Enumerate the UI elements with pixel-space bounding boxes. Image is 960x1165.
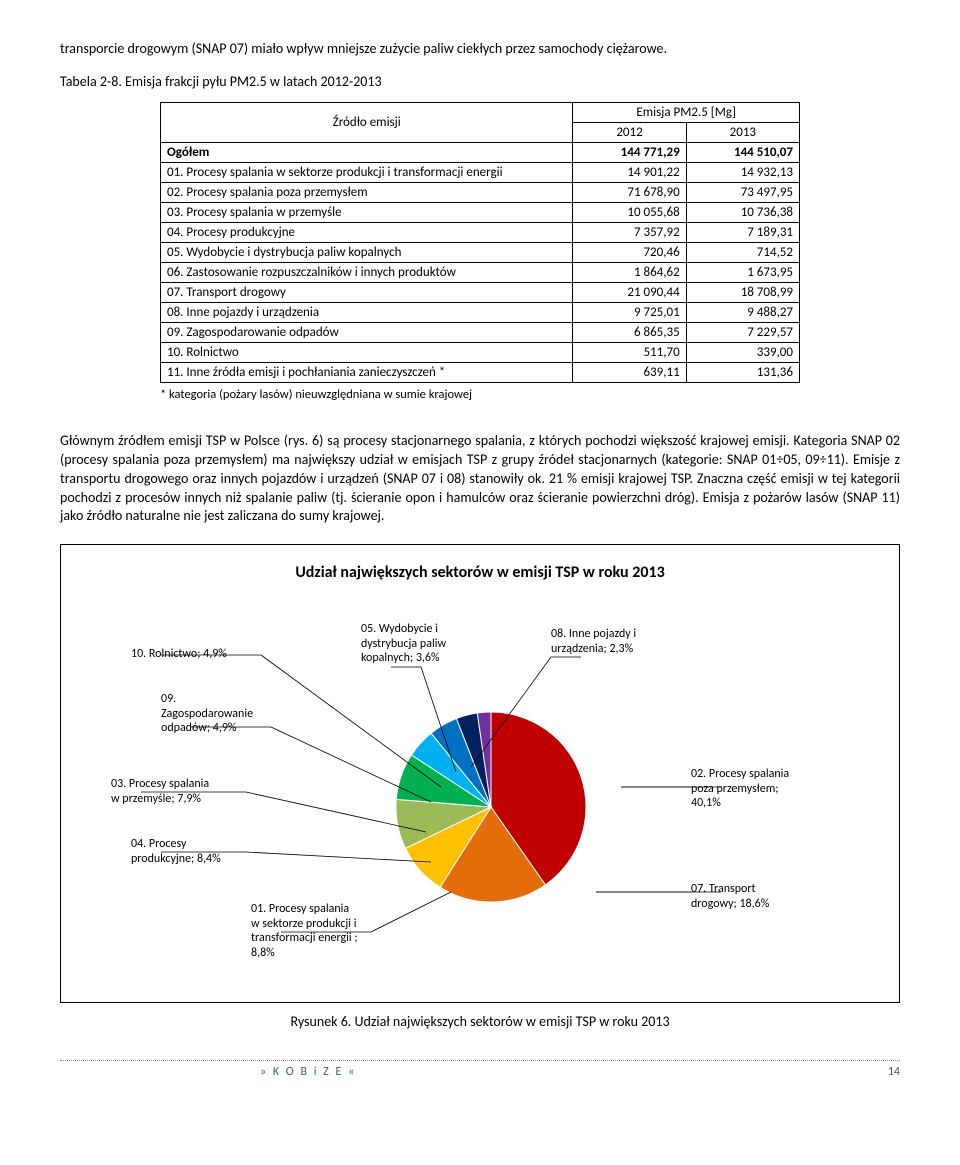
table-row: 06. Zastosowanie rozpuszczalników i inny…: [161, 262, 800, 282]
table-row: 05. Wydobycie i dystrybucja paliw kopaln…: [161, 242, 800, 262]
chart-label: 01. Procesy spalaniaw sektorze produkcji…: [251, 902, 401, 960]
table-row: 04. Procesy produkcyjne7 357,927 189,31: [161, 222, 800, 242]
chart-label: 04. Procesyprodukcyjne; 8,4%: [131, 837, 281, 866]
chart-label: 10. Rolnictwo; 4,9%: [131, 647, 281, 661]
chart-label: 03. Procesy spalaniaw przemyśle; 7,9%: [111, 777, 261, 806]
table-row: 11. Inne źródła emisji i pochłaniania za…: [161, 362, 800, 382]
table-footnote: * kategoria (pożary lasów) nieuwzględnia…: [160, 387, 800, 402]
body-paragraph: Głównym źródłem emisji TSP w Polsce (rys…: [60, 432, 900, 526]
col-emission: Emisja PM2.5 [Mg]: [573, 102, 800, 122]
table-row: 03. Procesy spalania w przemyśle10 055,6…: [161, 202, 800, 222]
pie-chart: 02. Procesy spalaniapoza przemysłem;40,1…: [71, 592, 889, 992]
chart-label: 08. Inne pojazdy iurządzenia; 2,3%: [551, 627, 701, 656]
chart-label: 07. Transportdrogowy; 18,6%: [691, 882, 841, 911]
chart-label: 05. Wydobycie idystrybucja paliwkopalnyc…: [361, 622, 511, 665]
footer-page-number: 14: [888, 1065, 900, 1079]
figure-caption: Rysunek 6. Udział największych sektorów …: [60, 1013, 900, 1030]
table-row: 09. Zagospodarowanie odpadów6 865,357 22…: [161, 322, 800, 342]
chart-container: Udział największych sektorów w emisji TS…: [60, 544, 900, 1003]
table-caption: Tabela 2-8. Emisja frakcji pyłu PM2.5 w …: [60, 73, 900, 90]
chart-title: Udział największych sektorów w emisji TS…: [71, 563, 889, 582]
page-footer: » K O B i Z E « 14: [60, 1065, 900, 1079]
table-row: 08. Inne pojazdy i urządzenia9 725,019 4…: [161, 302, 800, 322]
table-row: 02. Procesy spalania poza przemysłem71 6…: [161, 182, 800, 202]
table-row: 07. Transport drogowy21 090,4418 708,99: [161, 282, 800, 302]
col-2013: 2013: [686, 122, 799, 142]
footer-brand: » K O B i Z E «: [60, 1065, 356, 1079]
table-row: 10. Rolnictwo511,70339,00: [161, 342, 800, 362]
chart-label: 02. Procesy spalaniapoza przemysłem;40,1…: [691, 767, 841, 810]
footer-rule: [60, 1060, 900, 1061]
table-row: Ogółem144 771,29144 510,07: [161, 142, 800, 162]
intro-paragraph: transporcie drogowym (SNAP 07) miało wpł…: [60, 40, 900, 59]
emissions-table: Źródło emisji Emisja PM2.5 [Mg] 2012 201…: [160, 102, 800, 383]
table-row: 01. Procesy spalania w sektorze produkcj…: [161, 162, 800, 182]
col-2012: 2012: [573, 122, 686, 142]
col-source: Źródło emisji: [161, 102, 573, 142]
chart-label: 09.Zagospodarowanieodpadów; 4,9%: [161, 692, 311, 735]
